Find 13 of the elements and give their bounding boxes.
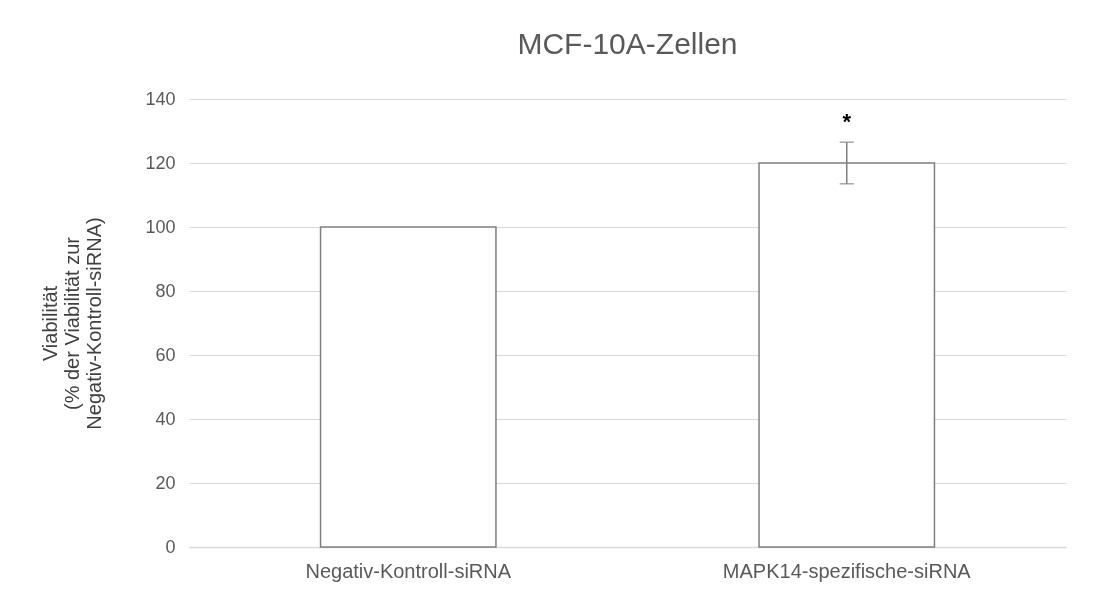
y-axis-title: Viabilität (% der Viabilität zur Negativ-Kontroll-siRNA)	[39, 217, 106, 430]
x-tick-label: MAPK14-spezifische-siRNA	[722, 559, 972, 582]
y-tick-label: 20	[155, 472, 176, 493]
y-tick-label: 140	[145, 88, 176, 109]
y-tick-label: 60	[155, 344, 176, 365]
annotation: *	[842, 109, 852, 135]
y-tick-label: 120	[145, 152, 176, 173]
y-tick-label: 0	[165, 536, 176, 557]
x-tick-label: Negativ-Kontroll-siRNA	[305, 559, 512, 582]
y-tick-label: 100	[145, 216, 176, 237]
y-tick-label: 80	[155, 280, 176, 301]
chart-title: MCF-10A-Zellen	[517, 27, 738, 60]
y-tick-label: 40	[155, 408, 176, 429]
